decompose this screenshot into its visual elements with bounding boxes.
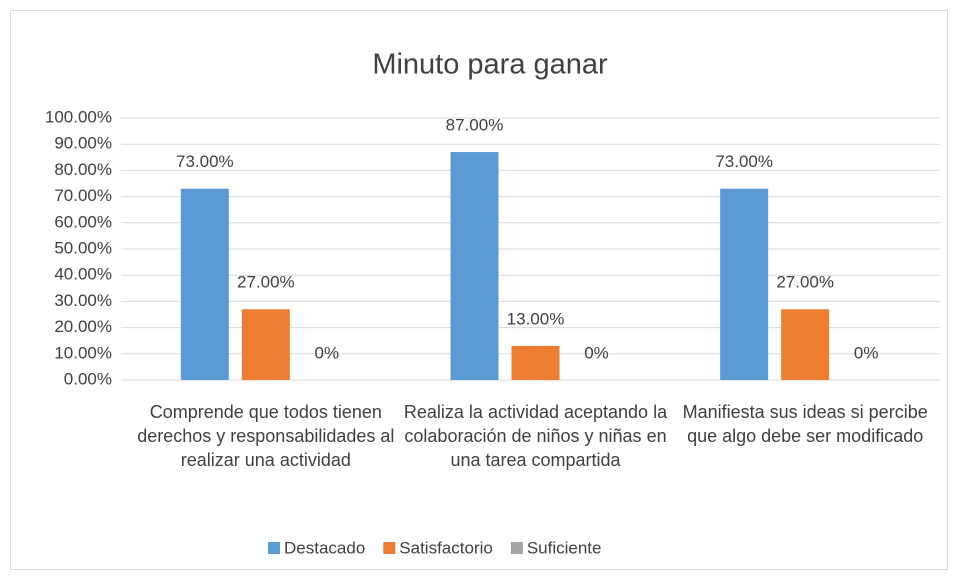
- y-tick-label: 70.00%: [54, 186, 112, 205]
- data-label: 0%: [315, 343, 340, 362]
- data-label: 73.00%: [176, 152, 234, 171]
- bar: [511, 345, 560, 380]
- y-tick-label: 50.00%: [54, 238, 112, 257]
- legend-label: Destacado: [284, 538, 365, 557]
- bar: [241, 309, 290, 380]
- x-tick-label: Comprende que todos tienen derechos y re…: [137, 402, 395, 470]
- bar: [450, 152, 499, 380]
- bar: [180, 188, 229, 380]
- y-tick-label: 0.00%: [64, 369, 112, 388]
- data-label: 13.00%: [507, 309, 565, 328]
- y-tick-label: 40.00%: [54, 265, 112, 284]
- legend-label: Suficiente: [527, 538, 602, 557]
- bar: [720, 188, 769, 380]
- data-label: 73.00%: [715, 152, 773, 171]
- y-tick-label: 80.00%: [54, 160, 112, 179]
- x-tick-label: Manifiesta sus ideas si percibe que algo…: [682, 402, 928, 446]
- legend-swatch: [510, 542, 523, 554]
- data-label: 27.00%: [776, 273, 834, 292]
- legend-swatch: [268, 542, 280, 554]
- data-label: 0%: [854, 343, 879, 362]
- x-tick-label: Realiza la actividad aceptando la colabo…: [403, 402, 668, 470]
- legend-label: Satisfactorio: [399, 538, 493, 557]
- y-tick-label: 20.00%: [54, 317, 112, 336]
- bar: [781, 309, 830, 380]
- y-tick-label: 90.00%: [54, 134, 112, 153]
- y-tick-label: 100.00%: [45, 107, 112, 126]
- y-tick-label: 10.00%: [54, 343, 112, 362]
- chart-title: Minuto para ganar: [372, 49, 608, 81]
- y-tick-label: 30.00%: [54, 291, 112, 310]
- legend-swatch: [383, 542, 396, 554]
- data-label: 87.00%: [446, 116, 504, 135]
- y-tick-label: 60.00%: [54, 212, 112, 231]
- data-label: 27.00%: [237, 273, 295, 292]
- data-label: 0%: [584, 343, 609, 362]
